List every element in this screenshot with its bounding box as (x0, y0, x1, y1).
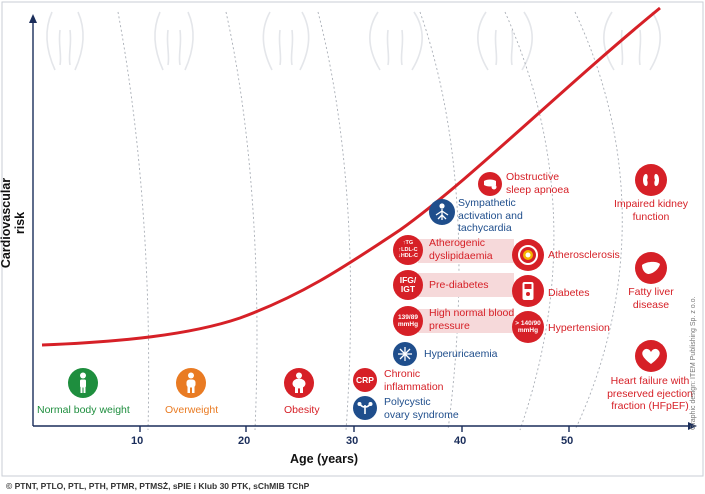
label-hyperuricaemia: Hyperuricaemia (424, 348, 498, 360)
graphic-credit: Graphic design: ITEM Publishing Sp. z o.… (690, 296, 697, 430)
glucometer-icon (512, 275, 544, 307)
silhouette-2 (154, 11, 194, 71)
x-tick-label-10: 10 (131, 435, 144, 447)
person-medium-icon (176, 368, 206, 398)
hypertension-icon: > 140/90 mmHg (512, 311, 544, 343)
silhouette-4 (369, 11, 423, 71)
bp-icon-unit: mmHg (397, 321, 419, 328)
crp-icon-text: CRP (356, 375, 374, 385)
copyright-footer: © PTNT, PTLO, PTL, PTH, PTMR, PTMSŻ, sPI… (6, 481, 310, 491)
label-chronic-inflammation: Chronic inflammation (384, 368, 444, 393)
x-tick-label-30: 30 (346, 435, 359, 447)
label-hypertension: Hypertension (548, 322, 610, 334)
sleep-mask-icon (478, 172, 502, 196)
ifg-icon-text: IFG/ IGT (399, 274, 417, 294)
divider-4 (419, 11, 460, 431)
axes (32, 20, 690, 432)
liver-icon (635, 252, 667, 284)
label-sleep-apnoea: Obstructive sleep apnoea (506, 171, 570, 196)
divider-1 (117, 11, 150, 431)
x-tick-label-20: 20 (238, 435, 251, 447)
x-axis-label: Age (years) (290, 452, 359, 466)
ovary-icon (353, 396, 377, 420)
bp-icon-value: 139/89 (398, 313, 418, 321)
divider-2 (225, 11, 258, 431)
lipid-tg: ↑TG (402, 240, 414, 247)
artery-icon (512, 239, 544, 271)
x-tick-label-50: 50 (561, 435, 574, 447)
x-axis-arrow (688, 422, 697, 430)
lipid-hdl: ↓HDL-C (398, 253, 418, 260)
risk-curve (41, 6, 661, 347)
crystal-icon (393, 342, 417, 366)
stage-label-obesity: Obesity (284, 404, 320, 416)
silhouette-5 (477, 11, 533, 71)
ifg-igt-icon: IFG/ IGT (393, 270, 423, 300)
label-diabetes: Diabetes (548, 287, 590, 299)
label-prediabetes: Pre-diabetes (429, 279, 489, 291)
stage-label-normal: Normal body weight (37, 404, 130, 416)
person-slim-icon (68, 368, 98, 398)
nervous-system-icon (429, 199, 455, 225)
label-high-normal-bp: High normal blood pressure (429, 307, 515, 332)
y-axis-arrow (29, 14, 37, 23)
label-dyslipidaemia: Atherogenic dyslipidaemia (429, 237, 493, 262)
ht-icon-unit: mmHg (517, 327, 539, 334)
silhouette-1 (46, 11, 84, 71)
blood-pressure-icon: 139/89 mmHg (393, 306, 423, 336)
silhouette-6 (603, 11, 661, 71)
person-obese-icon (284, 368, 314, 398)
lipid-icon: ↑TG ↑LDL-C ↓HDL-C (393, 235, 423, 265)
frame-border (1, 1, 704, 477)
band-dyslipidaemia (418, 239, 514, 263)
y-axis-label: Cardiovascular risk (0, 177, 27, 269)
divider-6 (574, 11, 623, 431)
label-hfpef: Heart failure with preserved ejection fr… (607, 375, 693, 412)
kidney-icon (635, 164, 667, 196)
heart-icon (635, 340, 667, 372)
silhouette-3 (262, 11, 310, 71)
label-sympathetic: Sympathetic activation and tachycardia (458, 197, 523, 234)
silhouettes (46, 11, 661, 71)
stage-label-overweight: Overweight (165, 404, 219, 416)
stage-dividers (117, 11, 623, 431)
divider-5 (504, 11, 555, 431)
lipid-ldl: ↑LDL-C (398, 246, 418, 253)
divider-3 (317, 11, 352, 431)
label-kidney: Impaired kidney function (613, 198, 689, 223)
ht-icon-value: > 140/90 (515, 319, 541, 327)
label-pcos: Polycystic ovary syndrome (384, 396, 459, 421)
label-fatty-liver: Fatty liver disease (628, 286, 674, 311)
x-tick-label-40: 40 (454, 435, 467, 447)
crp-icon: CRP (353, 368, 377, 392)
band-diabetes (418, 273, 514, 297)
band-hypertension (418, 309, 514, 333)
label-atherosclerosis: Atherosclerosis (548, 249, 620, 261)
